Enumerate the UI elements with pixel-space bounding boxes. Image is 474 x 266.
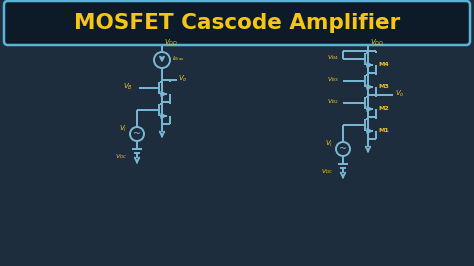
Text: ~: ~	[339, 144, 347, 154]
Text: MOSFET Cascode Amplifier: MOSFET Cascode Amplifier	[74, 13, 400, 33]
Text: M1: M1	[378, 127, 389, 132]
Text: M2: M2	[378, 106, 389, 110]
Text: $V_i$: $V_i$	[119, 124, 127, 134]
Text: $V_{DD}$: $V_{DD}$	[164, 38, 178, 48]
Text: $V_{DD}$: $V_{DD}$	[370, 38, 384, 48]
Text: $V_i$: $V_i$	[325, 139, 333, 149]
Text: $V_{B2}$: $V_{B2}$	[327, 98, 338, 106]
Text: $V_{DC}$: $V_{DC}$	[321, 168, 334, 176]
Text: $V_o$: $V_o$	[395, 89, 404, 99]
Text: $V_{B3}$: $V_{B3}$	[327, 76, 338, 84]
Text: $V_o$: $V_o$	[178, 74, 188, 84]
FancyBboxPatch shape	[4, 1, 470, 45]
Text: $I_{Bias}$: $I_{Bias}$	[172, 55, 185, 64]
Text: $V_{B4}$: $V_{B4}$	[327, 53, 339, 63]
Text: M3: M3	[378, 84, 389, 89]
Text: ~: ~	[133, 129, 141, 139]
Text: $V_B$: $V_B$	[123, 82, 133, 92]
Text: M4: M4	[378, 61, 389, 66]
Text: $V_{DC}$: $V_{DC}$	[115, 152, 128, 161]
